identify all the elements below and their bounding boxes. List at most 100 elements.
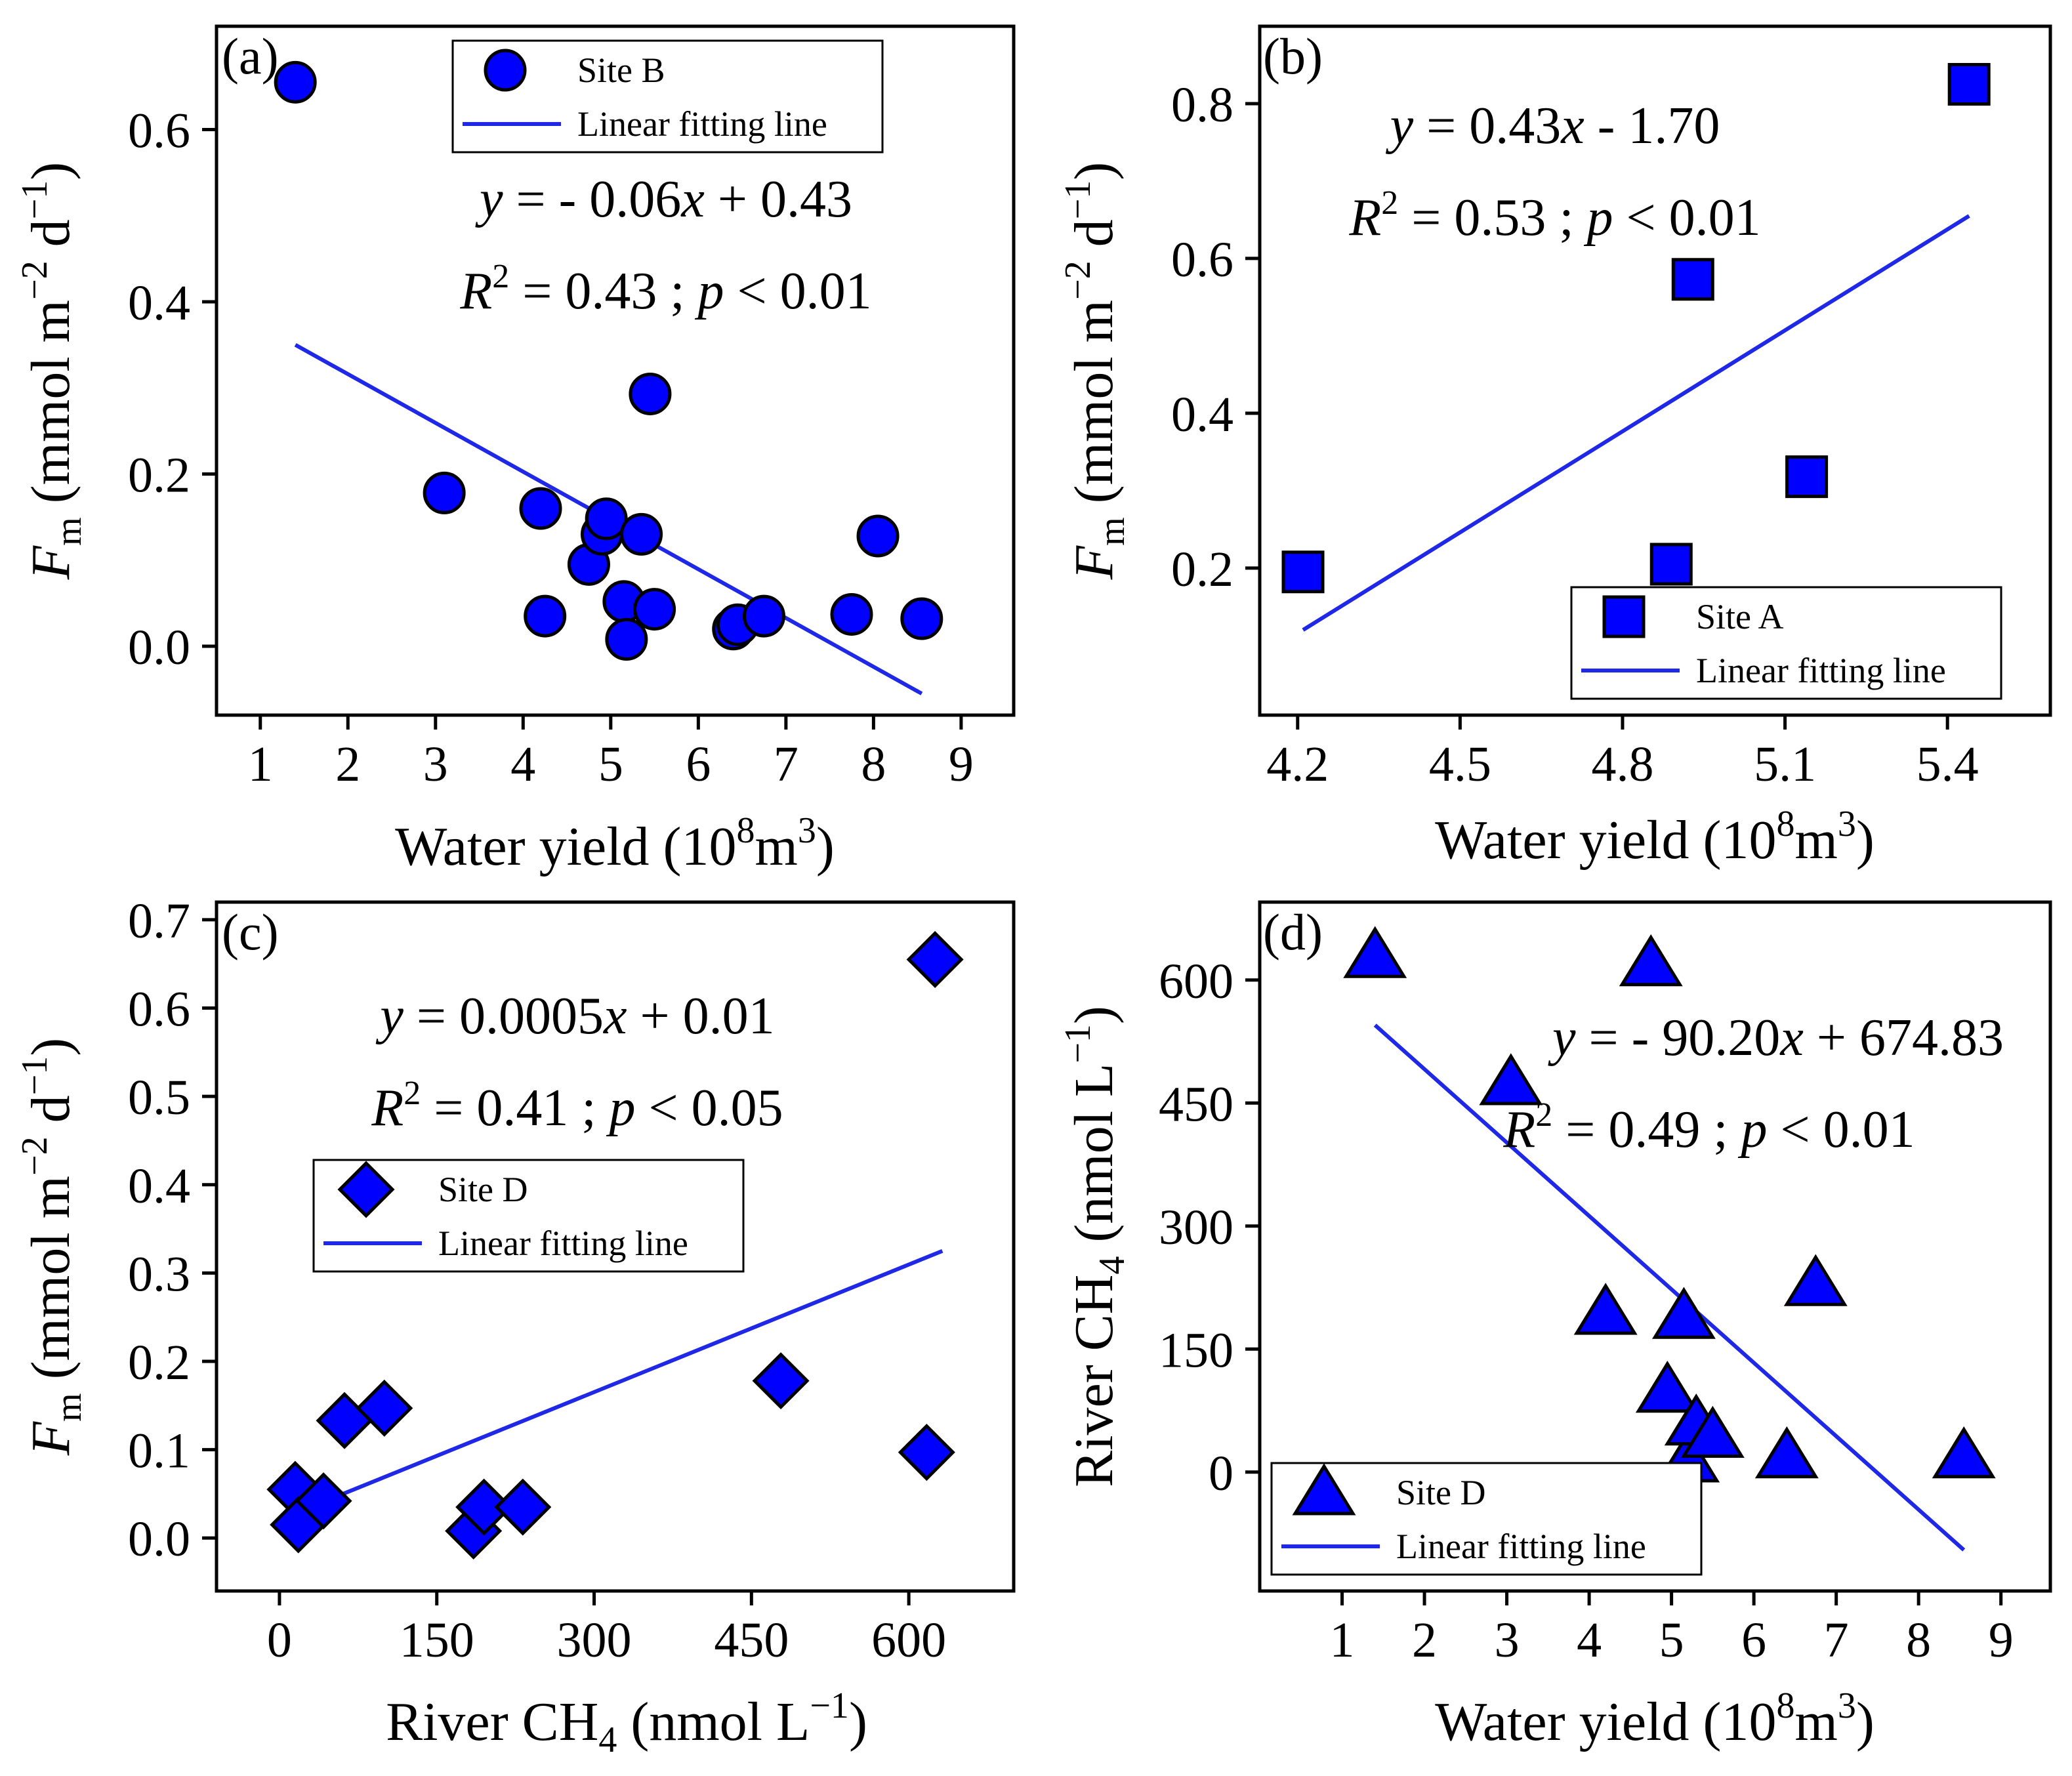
panel-a-stats: R2 = 0.43 ; p < 0.01 bbox=[459, 258, 871, 320]
panel-a-xlabel: Water yield (108m3) bbox=[395, 810, 835, 877]
panel-d-point bbox=[1573, 1283, 1638, 1335]
panel-a-legend-box bbox=[451, 39, 884, 154]
panel-a-point bbox=[633, 588, 676, 631]
panel-b-xtick-label: 4.8 bbox=[1591, 737, 1653, 792]
panel-a-legend-fit-label: Linear fitting line bbox=[577, 104, 827, 144]
panel-d-point bbox=[1343, 926, 1407, 978]
panel-d-xtick-label: 3 bbox=[1495, 1613, 1520, 1668]
panel-a: 1 2 3 4 5 6 7 8 9 0.0 0.2 0.4 0.6 (a) y = - 0.06x + 0.… bbox=[14, 24, 1016, 877]
panel-b-equation: y = 0.43x - 1.70 bbox=[1386, 97, 1720, 155]
panel-c-point bbox=[356, 1379, 413, 1437]
panel-b-point bbox=[1785, 455, 1829, 499]
panel-c-ytick-label: 0.1 bbox=[128, 1424, 190, 1479]
panel-c-legend-marker bbox=[337, 1161, 395, 1218]
panel-d-fit-line bbox=[1373, 1023, 1966, 1552]
panel-c-legend-box bbox=[312, 1159, 745, 1273]
panel-a-ytick-label: 0.4 bbox=[128, 276, 190, 331]
panel-a-legend: Site B Linear fitting line bbox=[451, 39, 884, 154]
panel-d-point bbox=[1932, 1426, 1996, 1479]
panel-c-point bbox=[494, 1478, 552, 1536]
panel-b-tag: (b) bbox=[1263, 28, 1323, 85]
panel-a-xtick-label: 3 bbox=[423, 737, 448, 792]
panel-d-xtick-label: 9 bbox=[1989, 1613, 2014, 1668]
panel-d-legend-fit-label: Linear fitting line bbox=[1396, 1527, 1646, 1566]
panel-a-ytick-label: 0.0 bbox=[128, 620, 190, 675]
panel-a-xtick-label: 6 bbox=[686, 737, 711, 792]
panel-b-fit-line bbox=[1302, 214, 1970, 632]
panel-b-point bbox=[1947, 62, 1991, 106]
panel-b-legend-site-label: Site A bbox=[1696, 597, 1784, 636]
panel-a-point bbox=[605, 618, 648, 661]
panel-c-point bbox=[898, 1424, 955, 1481]
panel-b-point bbox=[1649, 543, 1693, 586]
panel-b-point bbox=[1281, 550, 1325, 594]
panel-a-point bbox=[524, 594, 567, 638]
panel-d-xtick-label: 5 bbox=[1659, 1613, 1684, 1668]
panel-c-point bbox=[455, 1478, 513, 1536]
panel-d-point bbox=[1651, 1287, 1716, 1339]
panel-a-legend-site-label: Site B bbox=[577, 51, 665, 90]
panel-b-ytick-label: 0.4 bbox=[1171, 387, 1233, 442]
panel-c-legend-site-label: Site D bbox=[438, 1170, 528, 1209]
panel-a-xtick-label: 9 bbox=[949, 737, 974, 792]
panel-c-frame bbox=[215, 900, 1016, 1593]
panel-b-legend-fit-label: Linear fitting line bbox=[1696, 651, 1946, 690]
panel-d-tag: (d) bbox=[1263, 903, 1323, 960]
panel-c-ytick-label: 0.4 bbox=[128, 1159, 190, 1214]
panel-d-xtick-label: 4 bbox=[1577, 1613, 1602, 1668]
panel-d-stats: R2 = 0.49 ; p < 0.01 bbox=[1502, 1096, 1915, 1159]
panel-a-legend-marker bbox=[484, 49, 527, 92]
panel-c-xtick-label: 300 bbox=[557, 1613, 632, 1668]
panel-d-xtick-label: 7 bbox=[1824, 1613, 1849, 1668]
panel-a-point bbox=[519, 487, 562, 530]
panel-d-legend-site-label: Site D bbox=[1396, 1473, 1486, 1512]
panel-c-fit-line bbox=[294, 1249, 943, 1516]
panel-a-xtick-label: 1 bbox=[248, 737, 273, 792]
panel-c-legend: Site D Linear fitting line bbox=[312, 1159, 745, 1273]
panel-b-ylabel: Fm (mmol m−2 d−1) bbox=[1058, 162, 1132, 580]
panel-b: 4.2 4.5 4.8 5.1 5.4 0.2 0.4 0.6 0.8 (b) y = 0.43x … bbox=[1058, 24, 2052, 871]
panel-d-point bbox=[1783, 1254, 1848, 1306]
panel-b-ytick-label: 0.6 bbox=[1171, 232, 1233, 287]
panel-b-stats: R2 = 0.53 ; p < 0.01 bbox=[1348, 184, 1760, 247]
panel-a-xtick-label: 7 bbox=[774, 737, 798, 792]
panel-c-ylabel: Fm (mmol m−2 d−1) bbox=[14, 1038, 89, 1456]
panel-a-xtick-label: 8 bbox=[861, 737, 886, 792]
panel-a-equation: y = - 0.06x + 0.43 bbox=[475, 171, 852, 228]
panel-a-point bbox=[629, 372, 672, 415]
panel-c-point bbox=[295, 1472, 352, 1530]
panel-c-tag: (c) bbox=[222, 903, 279, 960]
panel-c-xtick-label: 600 bbox=[871, 1613, 946, 1668]
panel-c-xtick-label: 150 bbox=[400, 1613, 474, 1668]
panel-d-legend-marker bbox=[1292, 1463, 1356, 1516]
panel-a-point bbox=[900, 597, 943, 640]
panel-b-xtick-label: 5.4 bbox=[1917, 737, 1979, 792]
panel-a-ytick-label: 0.6 bbox=[128, 104, 190, 159]
panel-a-point bbox=[830, 592, 873, 636]
panel-c-stats: R2 = 0.41 ; p < 0.05 bbox=[371, 1075, 783, 1137]
panel-a-point bbox=[620, 512, 663, 556]
panel-b-xtick-label: 4.2 bbox=[1266, 737, 1329, 792]
panel-d-xtick-label: 6 bbox=[1741, 1613, 1766, 1668]
panel-d-xtick-label: 2 bbox=[1412, 1613, 1437, 1668]
panel-b-xtick-label: 4.5 bbox=[1429, 737, 1491, 792]
panel-c-legend-fit-label: Linear fitting line bbox=[438, 1224, 688, 1263]
panel-c-xtick-label: 450 bbox=[714, 1613, 789, 1668]
panel-c-ytick-label: 0.6 bbox=[128, 982, 190, 1037]
panel-a-point bbox=[742, 594, 785, 638]
panel-d-legend: Site D Linear fitting line bbox=[1270, 1462, 1703, 1576]
panel-d-ytick-label: 300 bbox=[1159, 1200, 1233, 1255]
panel-d-equation: y = - 90.20x + 674.83 bbox=[1548, 1009, 2004, 1067]
panel-d-ytick-label: 150 bbox=[1159, 1323, 1233, 1378]
panel-b-xtick-label: 5.1 bbox=[1754, 737, 1816, 792]
panel-c-ytick-label: 0.7 bbox=[128, 894, 190, 949]
panel-d-ylabel: River CH4 (nmol L−1) bbox=[1058, 1006, 1132, 1487]
panel-a-tag: (a) bbox=[222, 28, 279, 85]
panel-d-point bbox=[1619, 934, 1683, 987]
panel-c-ytick-label: 0.2 bbox=[128, 1335, 190, 1390]
panel-a-ylabel: Fm (mmol m−2 d−1) bbox=[14, 162, 89, 580]
panel-d-xtick-label: 1 bbox=[1330, 1613, 1355, 1668]
panel-b-frame bbox=[1258, 24, 2052, 717]
panel-a-point bbox=[856, 514, 900, 558]
